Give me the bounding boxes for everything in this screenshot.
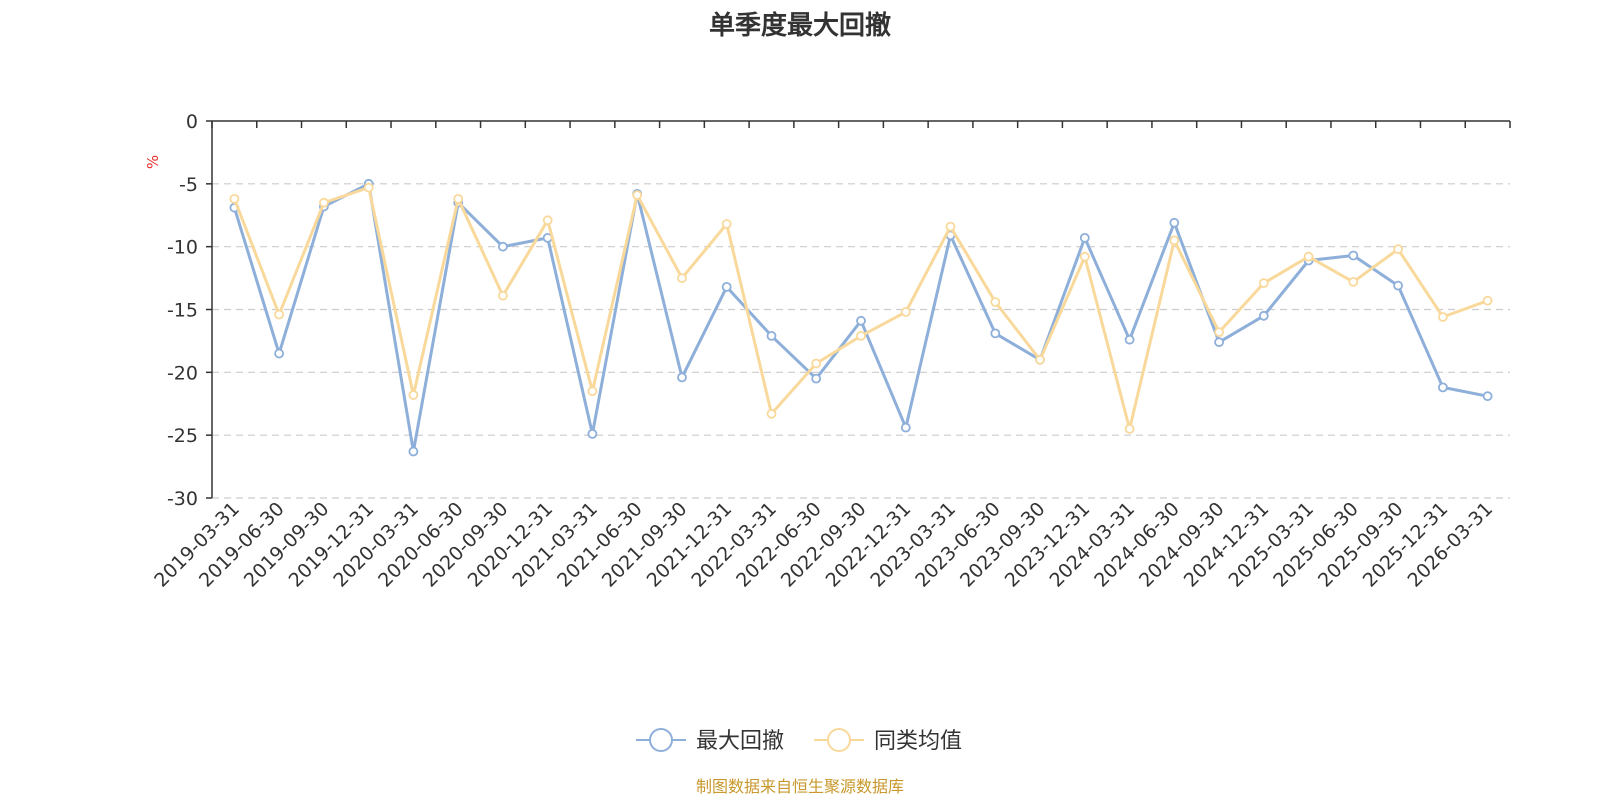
data-point[interactable]	[811, 358, 822, 369]
data-point[interactable]	[1079, 232, 1090, 243]
y-tick-label: -25	[167, 425, 198, 447]
data-point[interactable]	[274, 309, 285, 320]
y-tick-label: -10	[167, 237, 198, 259]
data-point[interactable]	[1169, 217, 1180, 228]
data-point[interactable]	[1482, 391, 1493, 402]
legend-label: 最大回撤	[696, 729, 784, 754]
data-point[interactable]	[1214, 337, 1224, 348]
legend-marker-icon	[649, 728, 673, 752]
data-point[interactable]	[1348, 250, 1359, 261]
data-point[interactable]	[990, 297, 1001, 307]
data-point[interactable]	[363, 182, 374, 193]
axes: 0-5-10-15-20-25-302019-03-312019-06-3020…	[150, 111, 1511, 592]
series-1	[229, 178, 1493, 457]
y-tick-label: -30	[167, 488, 198, 510]
data-point[interactable]	[632, 190, 643, 201]
data-point[interactable]	[497, 290, 508, 301]
data-point[interactable]	[990, 328, 1001, 339]
data-point[interactable]	[1169, 235, 1180, 246]
data-point[interactable]	[274, 348, 285, 359]
y-tick-label: -15	[167, 300, 198, 322]
data-point[interactable]	[1124, 334, 1135, 345]
data-point[interactable]	[677, 372, 687, 383]
data-point[interactable]	[1303, 251, 1314, 262]
series-2	[229, 182, 1493, 434]
data-point[interactable]	[721, 281, 732, 292]
y-tick-label: -5	[179, 174, 198, 196]
data-point[interactable]	[900, 422, 911, 433]
data-point[interactable]	[587, 428, 598, 439]
data-point[interactable]	[856, 315, 866, 326]
series-line	[233, 186, 1489, 431]
data-point[interactable]	[318, 197, 329, 208]
source-note: 制图数据来自恒生聚源数据库	[696, 777, 904, 796]
data-point[interactable]	[721, 219, 732, 229]
data-point[interactable]	[1258, 278, 1269, 289]
y-axis-unit: %	[144, 155, 162, 169]
data-point[interactable]	[1393, 244, 1403, 255]
data-point[interactable]	[542, 215, 553, 226]
data-point[interactable]	[1035, 354, 1045, 365]
series	[229, 178, 1493, 457]
legend-label: 同类均值	[874, 729, 962, 754]
data-point[interactable]	[1124, 423, 1135, 434]
data-point[interactable]	[900, 307, 911, 317]
legend[interactable]: 最大回撤 同类均值	[636, 728, 962, 754]
data-point[interactable]	[1079, 251, 1090, 262]
data-point[interactable]	[408, 446, 419, 457]
chart-title: 单季度最大回撤	[709, 10, 891, 41]
legend-item-1[interactable]: 最大回撤	[636, 728, 784, 754]
data-point[interactable]	[229, 193, 240, 204]
data-point[interactable]	[766, 408, 777, 419]
data-point[interactable]	[497, 241, 508, 252]
data-point[interactable]	[587, 386, 598, 397]
data-point[interactable]	[408, 390, 419, 400]
data-point[interactable]	[453, 193, 464, 204]
y-tick-label: -20	[167, 362, 198, 384]
data-point[interactable]	[1214, 327, 1224, 338]
legend-marker-icon	[827, 728, 851, 752]
data-point[interactable]	[1438, 382, 1448, 393]
data-point[interactable]	[677, 273, 687, 284]
data-point[interactable]	[1482, 295, 1493, 306]
data-point[interactable]	[856, 330, 866, 341]
y-tick-label: 0	[186, 111, 198, 133]
data-point[interactable]	[1348, 276, 1359, 287]
data-point[interactable]	[1438, 312, 1448, 322]
data-point[interactable]	[945, 221, 956, 232]
data-point[interactable]	[766, 330, 777, 341]
grid	[212, 183, 1510, 499]
legend-item-2[interactable]: 同类均值	[814, 728, 962, 754]
data-point[interactable]	[1258, 310, 1269, 321]
data-point[interactable]	[811, 373, 822, 384]
data-point[interactable]	[1393, 280, 1403, 291]
